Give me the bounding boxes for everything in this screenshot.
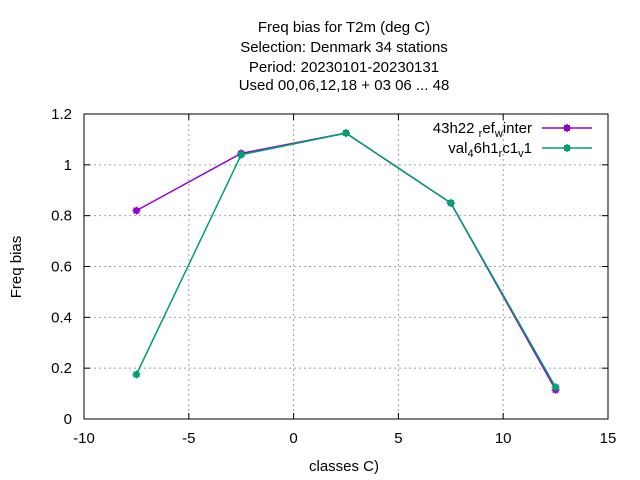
data-point (132, 370, 141, 379)
x-axis-label: classes C) (309, 458, 379, 475)
tick-labels: -10 -5 0 5 10 15 0 0.2 0.4 0.6 0.8 1 1.2 (51, 106, 616, 447)
legend-label: 43h22 refwinter (433, 120, 532, 140)
x-tick-label: 5 (394, 430, 402, 447)
y-tick-label: 0 (64, 411, 72, 428)
legend-entry-1: 43h22 refwinter (433, 120, 592, 140)
data-point (446, 198, 455, 207)
x-tick-label: 10 (495, 430, 512, 447)
data-point (132, 206, 141, 215)
series-1 (132, 129, 560, 394)
plot-border (83, 113, 609, 420)
y-tick-label: 0.2 (51, 360, 72, 377)
chart-title: Freq bias for T2m (deg C) Selection: Den… (239, 19, 450, 94)
y-tick-label: 1.2 (51, 106, 72, 123)
grid-lines (84, 114, 608, 419)
legend-swatch-marker (563, 144, 571, 152)
series-2 (132, 129, 560, 392)
legend-label: val46h1rc1v1 (448, 140, 532, 160)
series-layer (132, 129, 560, 394)
legend-swatch-marker (563, 124, 571, 132)
y-tick-label: 0.4 (51, 309, 72, 326)
y-axis-label: Freq bias (8, 236, 25, 299)
x-tick-label: 15 (600, 430, 617, 447)
y-tick-label: 0.6 (51, 259, 72, 276)
x-tick-label: -5 (182, 430, 195, 447)
data-point (551, 383, 560, 392)
axes (83, 113, 609, 420)
legend-entry-2: val46h1rc1v1 (448, 140, 592, 160)
data-point (237, 150, 246, 159)
title-line-2: Selection: Denmark 34 stations (240, 39, 448, 56)
y-tick-label: 0.8 (51, 208, 72, 225)
y-tick-label: 1 (64, 157, 72, 174)
x-tick-label: 0 (289, 430, 297, 447)
x-tick-label: -10 (73, 430, 95, 447)
series-line (136, 132, 557, 391)
title-line-1: Freq bias for T2m (deg C) (258, 19, 430, 36)
series-line (135, 132, 557, 388)
title-line-3: Period: 20230101-20230131 (249, 59, 439, 76)
data-point (342, 129, 350, 138)
title-line-4: Used 00,06,12,18 + 03 06 ... 48 (239, 77, 450, 94)
